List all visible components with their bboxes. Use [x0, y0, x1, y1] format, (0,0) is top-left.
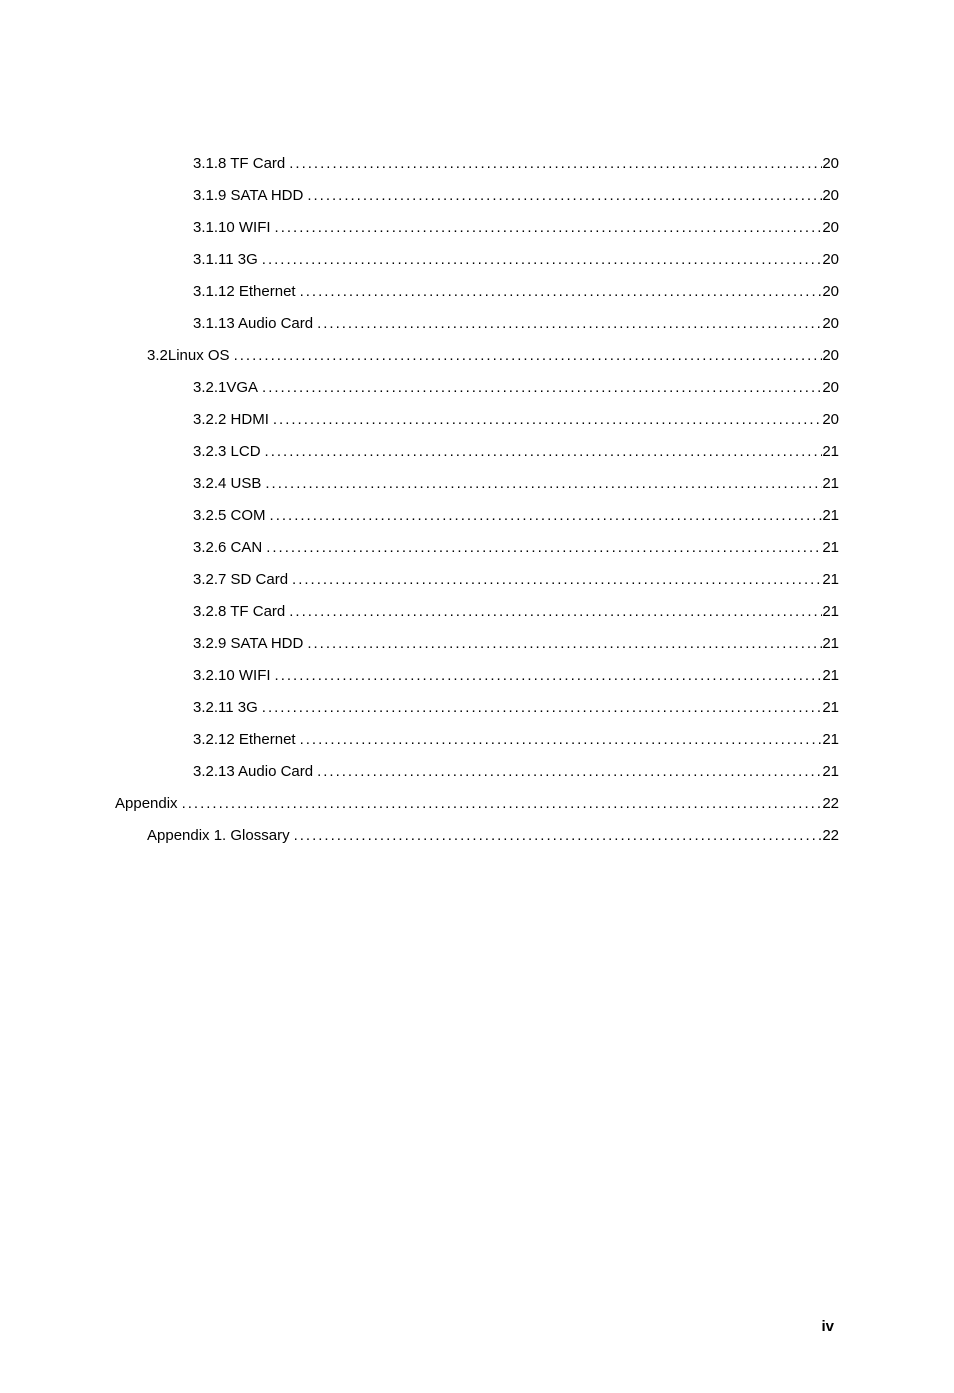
toc-entry-page: 21: [822, 763, 839, 780]
toc-entry-page: 22: [822, 827, 839, 844]
toc-entry-page: 20: [822, 379, 839, 396]
toc-entry: 3.2.11 3G 21: [115, 699, 839, 716]
toc-entry-page: 20: [822, 347, 839, 364]
toc-leader-dots: [290, 827, 823, 844]
toc-leader-dots: [296, 283, 823, 300]
toc-leader-dots: [258, 699, 823, 716]
toc-entry-page: 21: [822, 603, 839, 620]
toc-entry-page: 22: [822, 795, 839, 812]
toc-entry-page: 20: [822, 187, 839, 204]
toc-entry-page: 21: [822, 539, 839, 556]
toc-entry-page: 20: [822, 283, 839, 300]
toc-entry-page: 20: [822, 155, 839, 172]
toc-entry-title: Appendix: [115, 795, 178, 812]
toc-entry-title: 3.2Linux OS: [147, 347, 230, 364]
toc-leader-dots: [230, 347, 823, 364]
toc-leader-dots: [266, 507, 823, 524]
toc-entry: 3.1.8 TF Card 20: [115, 155, 839, 172]
toc-entry-page: 21: [822, 667, 839, 684]
toc-entry-title: 3.1.11 3G: [193, 251, 258, 268]
toc-leader-dots: [262, 539, 822, 556]
toc-leader-dots: [271, 667, 823, 684]
toc-entry-title: 3.2.1VGA: [193, 379, 258, 396]
toc-leader-dots: [303, 187, 822, 204]
toc-leader-dots: [269, 411, 822, 428]
toc-entry-page: 21: [822, 443, 839, 460]
toc-entry: 3.1.13 Audio Card 20: [115, 315, 839, 332]
toc-entry-page: 21: [822, 571, 839, 588]
toc-entry: 3.2.6 CAN 21: [115, 539, 839, 556]
toc-entry: 3.2.9 SATA HDD 21: [115, 635, 839, 652]
toc-entry-title: 3.2.5 COM: [193, 507, 266, 524]
toc-entry-title: 3.2.9 SATA HDD: [193, 635, 303, 652]
toc-entry-page: 21: [822, 507, 839, 524]
toc-entry-title: 3.1.8 TF Card: [193, 155, 285, 172]
toc-entry-title: 3.2.8 TF Card: [193, 603, 285, 620]
toc-entry: 3.1.9 SATA HDD 20: [115, 187, 839, 204]
toc-leader-dots: [261, 443, 823, 460]
toc-entry-title: 3.2.4 USB: [193, 475, 261, 492]
toc-entry-page: 20: [822, 251, 839, 268]
toc-entry: Appendix 1. Glossary 22: [115, 827, 839, 844]
toc-entry: 3.2Linux OS 20: [115, 347, 839, 364]
toc-entry-title: 3.2.2 HDMI: [193, 411, 269, 428]
toc-entry-page: 21: [822, 731, 839, 748]
toc-entry: 3.1.12 Ethernet 20: [115, 283, 839, 300]
toc-entry-title: 3.1.10 WIFI: [193, 219, 271, 236]
toc-leader-dots: [285, 155, 822, 172]
toc-leader-dots: [288, 571, 822, 588]
toc-leader-dots: [285, 603, 822, 620]
toc-leader-dots: [296, 731, 823, 748]
toc-entry-title: 3.2.13 Audio Card: [193, 763, 313, 780]
page-number: iv: [821, 1318, 834, 1335]
toc-entry: 3.2.7 SD Card 21: [115, 571, 839, 588]
toc-leader-dots: [313, 763, 822, 780]
toc-entry-title: 3.2.3 LCD: [193, 443, 261, 460]
toc-entry-title: 3.2.6 CAN: [193, 539, 262, 556]
toc-entry-page: 20: [822, 219, 839, 236]
toc-leader-dots: [271, 219, 823, 236]
toc-entry-title: 3.1.13 Audio Card: [193, 315, 313, 332]
toc-entry-page: 21: [822, 635, 839, 652]
toc-leader-dots: [178, 795, 823, 812]
toc-entry: 3.2.13 Audio Card 21: [115, 763, 839, 780]
toc-entry: 3.1.10 WIFI 20: [115, 219, 839, 236]
toc-entry-page: 20: [822, 411, 839, 428]
toc-entry: 3.1.11 3G 20: [115, 251, 839, 268]
toc-entry: Appendix 22: [115, 795, 839, 812]
toc-entry-title: 3.2.7 SD Card: [193, 571, 288, 588]
toc-entry-title: 3.1.9 SATA HDD: [193, 187, 303, 204]
toc-entry-title: Appendix 1. Glossary: [147, 827, 290, 844]
toc-entry: 3.2.10 WIFI 21: [115, 667, 839, 684]
toc-leader-dots: [258, 379, 822, 396]
toc-entry: 3.2.3 LCD 21: [115, 443, 839, 460]
toc-entry-title: 3.1.12 Ethernet: [193, 283, 296, 300]
toc-entry: 3.2.12 Ethernet 21: [115, 731, 839, 748]
toc-leader-dots: [303, 635, 822, 652]
toc-entry-page: 21: [822, 475, 839, 492]
toc-entry: 3.2.1VGA 20: [115, 379, 839, 396]
toc-leader-dots: [261, 475, 822, 492]
toc-entry: 3.2.2 HDMI 20: [115, 411, 839, 428]
toc-entry: 3.2.8 TF Card 21: [115, 603, 839, 620]
toc-entry-title: 3.2.12 Ethernet: [193, 731, 296, 748]
toc-entry-page: 21: [822, 699, 839, 716]
toc-entry: 3.2.4 USB 21: [115, 475, 839, 492]
toc-entry-title: 3.2.11 3G: [193, 699, 258, 716]
toc-leader-dots: [258, 251, 823, 268]
toc-leader-dots: [313, 315, 822, 332]
toc-entry: 3.2.5 COM 21: [115, 507, 839, 524]
toc-entry-title: 3.2.10 WIFI: [193, 667, 271, 684]
toc-container: 3.1.8 TF Card 203.1.9 SATA HDD 203.1.10 …: [115, 155, 839, 844]
toc-entry-page: 20: [822, 315, 839, 332]
